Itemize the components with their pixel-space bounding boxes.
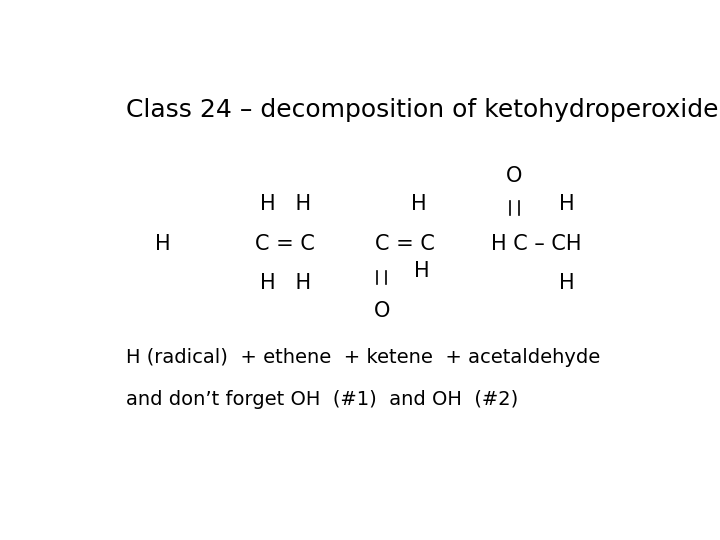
Text: H: H: [559, 273, 575, 293]
Text: O: O: [374, 301, 390, 321]
Text: Class 24 – decomposition of ketohydroperoxide: Class 24 – decomposition of ketohydroper…: [126, 98, 719, 122]
Text: C = C: C = C: [256, 234, 315, 254]
Text: and don’t forget OH  (#1)  and OH  (#2): and don’t forget OH (#1) and OH (#2): [126, 390, 518, 409]
Text: H: H: [411, 194, 427, 214]
Text: H: H: [155, 234, 171, 254]
Text: C = C: C = C: [375, 234, 435, 254]
Text: H   H: H H: [260, 273, 311, 293]
Text: H   H: H H: [260, 194, 311, 214]
Text: H: H: [559, 194, 575, 214]
Text: H C – CH: H C – CH: [491, 234, 582, 254]
Text: H: H: [414, 261, 430, 281]
Text: H (radical)  + ethene  + ketene  + acetaldehyde: H (radical) + ethene + ketene + acetalde…: [126, 348, 600, 367]
Text: O: O: [506, 166, 522, 186]
